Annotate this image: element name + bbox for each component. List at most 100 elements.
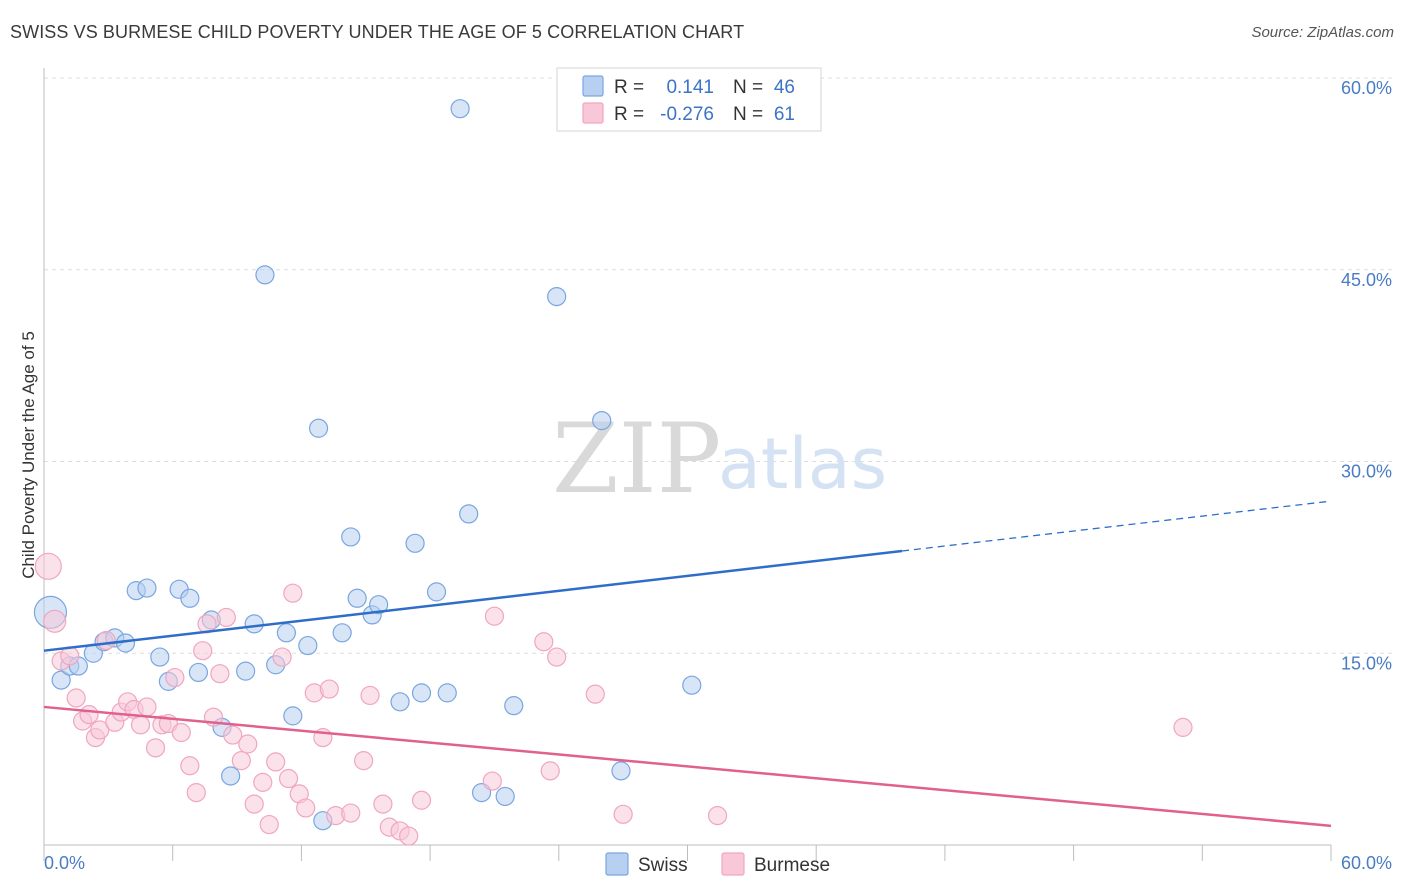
- swiss-point-24: [298, 635, 318, 656]
- y-tick-label-0: 15.0%: [1341, 653, 1392, 673]
- burmese-point-8: [90, 720, 110, 740]
- swiss-point-13: [180, 588, 200, 608]
- y-axis-label: Child Poverty Under the Age of 5: [19, 331, 38, 579]
- burmese-point-31: [244, 794, 264, 814]
- burmese-point-55: [540, 761, 560, 781]
- burmese-point-23: [193, 641, 213, 661]
- y-tick-label-2: 45.0%: [1341, 270, 1392, 290]
- legend-r-label-burmese: R =: [614, 104, 644, 125]
- legend-r-label-swiss: R =: [614, 77, 644, 98]
- burmese-point-45: [354, 751, 374, 771]
- swiss-point-41: [504, 696, 524, 716]
- burmese-point-34: [266, 752, 286, 772]
- x-tick-label-max: 60.0%: [1341, 853, 1392, 873]
- burmese-point-15: [137, 697, 157, 717]
- legend-r-value-swiss: 0.141: [666, 77, 714, 98]
- burmese-point-26: [210, 664, 230, 684]
- burmese-point-0: [34, 552, 62, 580]
- burmese-point-47: [373, 794, 393, 814]
- data-points: [33, 99, 1193, 846]
- burmese-point-44: [341, 803, 361, 823]
- burmese-point-33: [259, 814, 279, 835]
- swiss-point-36: [437, 683, 457, 703]
- swiss-point-19: [244, 614, 264, 634]
- swiss-point-35: [426, 582, 447, 602]
- legend-swatch-swiss: [582, 75, 604, 97]
- swiss-point-33: [405, 533, 425, 553]
- series-legend: Swiss Burmese: [605, 852, 830, 876]
- y-tick-labels: 15.0% 30.0% 45.0% 60.0%: [1341, 78, 1392, 673]
- burmese-point-42: [319, 679, 339, 699]
- swiss-point-25: [308, 418, 329, 438]
- burmese-point-46: [360, 685, 380, 706]
- legend-n-label-swiss: N =: [733, 77, 763, 98]
- swiss-point-18: [236, 661, 256, 681]
- burmese-point-29: [231, 751, 251, 771]
- burmese-point-50: [399, 826, 419, 846]
- burmese-point-54: [534, 632, 554, 652]
- burmese-point-52: [482, 771, 502, 791]
- swiss-point-37: [450, 99, 470, 119]
- legend-swatch-burmese: [582, 102, 604, 124]
- swiss-point-45: [682, 675, 702, 695]
- burmese-point-32: [253, 772, 273, 792]
- swiss-point-44: [611, 761, 631, 781]
- swiss-point-17: [221, 766, 241, 786]
- burmese-point-19: [165, 667, 185, 688]
- burmese-point-37: [283, 583, 303, 603]
- burmese-point-39: [296, 798, 316, 818]
- burmese-point-4: [66, 688, 86, 708]
- legend-n-label-burmese: N =: [733, 104, 763, 125]
- axes: [43, 68, 1332, 861]
- swiss-point-14: [188, 662, 209, 683]
- burmese-point-27: [216, 607, 236, 628]
- swiss-point-22: [276, 623, 296, 643]
- series-legend-label-burmese: Burmese: [754, 855, 830, 876]
- y-tick-label-1: 30.0%: [1341, 462, 1392, 482]
- swiss-point-28: [341, 527, 361, 547]
- swiss-point-9: [137, 578, 157, 598]
- burmese-point-20: [171, 722, 191, 743]
- legend-r-value-burmese: -0.276: [660, 104, 714, 125]
- swiss-point-29: [347, 588, 367, 608]
- burmese-point-6: [79, 705, 99, 725]
- chart-title: SWISS VS BURMESE CHILD POVERTY UNDER THE…: [10, 22, 745, 42]
- swiss-point-10: [150, 647, 170, 667]
- burmese-point-51: [411, 790, 432, 810]
- burmese-point-30: [238, 734, 258, 754]
- correlation-legend: R = 0.141 N = 46 R = -0.276 N = 61: [556, 67, 822, 132]
- gridlines: [44, 77, 1392, 654]
- swiss-point-31: [369, 595, 389, 615]
- burmese-point-22: [186, 782, 206, 803]
- burmese-point-57: [585, 684, 605, 704]
- swiss-point-38: [459, 504, 479, 524]
- y-tick-label-3: 60.0%: [1341, 78, 1392, 98]
- swiss-point-32: [390, 692, 410, 712]
- burmese-point-53: [484, 606, 505, 626]
- burmese-point-1: [43, 609, 67, 633]
- burmese-point-16: [145, 738, 166, 758]
- legend-n-value-swiss: 46: [774, 77, 795, 98]
- series-legend-label-swiss: Swiss: [638, 855, 688, 876]
- burmese-point-28: [223, 725, 243, 745]
- x-tick-label-min: 0.0%: [44, 853, 85, 873]
- trend-lines: [43, 500, 1332, 828]
- series-legend-swatch-swiss: [605, 852, 629, 876]
- swiss-point-40: [495, 786, 515, 807]
- swiss-trend-extension: [901, 500, 1332, 552]
- burmese-point-59: [707, 805, 728, 826]
- swiss-trend-line: [43, 549, 903, 652]
- swiss-point-1: [51, 670, 71, 690]
- chart-source: Source: ZipAtlas.com: [1251, 24, 1394, 41]
- burmese-point-60: [1173, 717, 1193, 737]
- swiss-point-20: [255, 265, 275, 285]
- watermark-zip: ZIP: [552, 403, 721, 515]
- burmese-point-9: [96, 630, 116, 651]
- swiss-point-34: [411, 683, 432, 703]
- swiss-point-42: [547, 286, 567, 307]
- burmese-point-58: [613, 804, 633, 824]
- burmese-point-14: [130, 715, 151, 735]
- burmese-point-35: [272, 647, 292, 667]
- swiss-point-23: [283, 706, 303, 726]
